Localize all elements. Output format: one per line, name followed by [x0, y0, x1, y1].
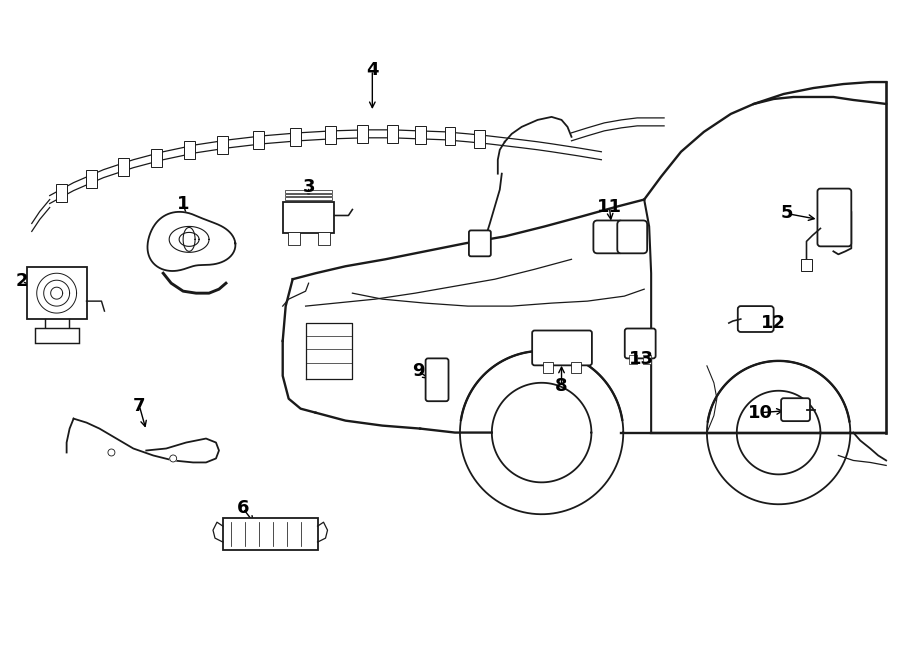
Bar: [288, 233, 300, 245]
Bar: [284, 194, 332, 196]
Text: 4: 4: [366, 61, 379, 79]
Bar: [56, 184, 68, 202]
Bar: [218, 136, 229, 153]
Circle shape: [170, 455, 176, 462]
Polygon shape: [148, 212, 236, 271]
Bar: [572, 362, 581, 373]
Bar: [474, 130, 485, 148]
Text: 6: 6: [237, 499, 249, 518]
FancyBboxPatch shape: [738, 306, 774, 332]
Bar: [644, 355, 652, 364]
Bar: [318, 233, 329, 245]
Text: 2: 2: [15, 272, 28, 290]
Bar: [629, 355, 637, 364]
Text: 9: 9: [412, 362, 425, 380]
Bar: [415, 126, 426, 144]
FancyBboxPatch shape: [532, 330, 592, 366]
Bar: [223, 518, 318, 550]
Bar: [27, 267, 86, 319]
Text: 10: 10: [748, 404, 773, 422]
Bar: [543, 362, 553, 373]
Text: 3: 3: [302, 178, 315, 196]
Bar: [800, 259, 813, 271]
Bar: [253, 132, 265, 149]
Text: 7: 7: [133, 397, 146, 414]
FancyBboxPatch shape: [625, 329, 655, 358]
Text: 5: 5: [780, 204, 793, 223]
Text: 13: 13: [629, 350, 653, 368]
Polygon shape: [833, 212, 851, 254]
Bar: [284, 190, 332, 192]
Bar: [151, 149, 162, 167]
Bar: [283, 202, 335, 233]
Bar: [284, 197, 332, 200]
FancyBboxPatch shape: [469, 231, 491, 256]
Bar: [357, 125, 368, 143]
Bar: [325, 126, 336, 144]
Bar: [387, 125, 398, 143]
Text: 1: 1: [177, 194, 189, 213]
FancyBboxPatch shape: [817, 188, 851, 247]
FancyBboxPatch shape: [781, 398, 810, 421]
Bar: [35, 328, 78, 343]
Bar: [290, 128, 302, 146]
Bar: [445, 128, 455, 145]
FancyBboxPatch shape: [617, 221, 647, 253]
FancyBboxPatch shape: [593, 221, 624, 253]
Circle shape: [108, 449, 115, 456]
Bar: [184, 141, 194, 159]
Bar: [86, 170, 97, 188]
Text: 8: 8: [555, 377, 568, 395]
Text: 11: 11: [597, 198, 622, 215]
Text: 12: 12: [761, 314, 786, 332]
FancyBboxPatch shape: [426, 358, 448, 401]
Bar: [118, 158, 129, 176]
